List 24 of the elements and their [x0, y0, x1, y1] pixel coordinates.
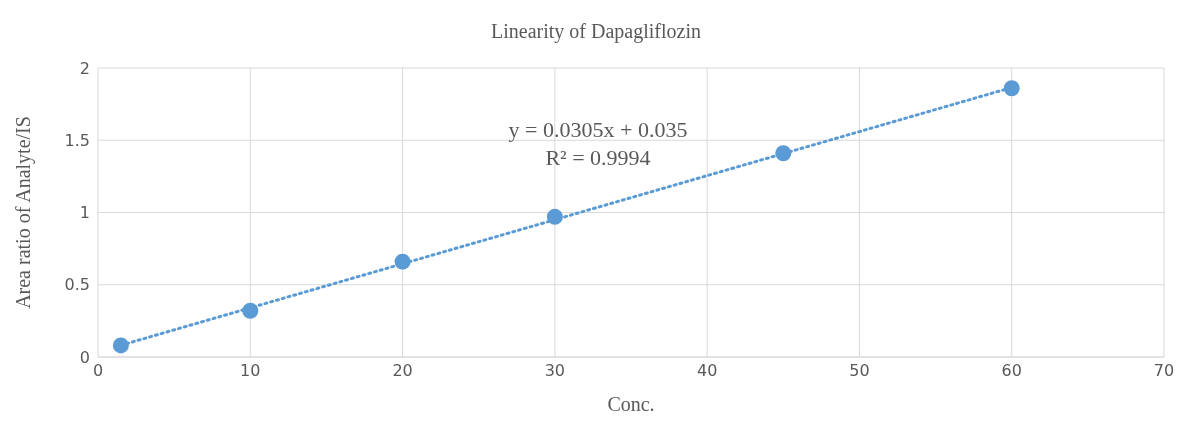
y-axis-title: Area ratio of Analyte/IS [12, 116, 36, 309]
x-tick-label: 10 [240, 361, 261, 381]
y-tick-label: 0.5 [64, 275, 90, 295]
point [394, 253, 411, 270]
point [242, 302, 259, 319]
point [775, 145, 792, 162]
point [112, 337, 129, 354]
annotation: y = 0.0305x + 0.035 [507, 116, 689, 144]
x-axis-title: Conc. [607, 393, 655, 416]
x-tick-label: 0 [92, 361, 104, 381]
x-tick-label: 70 [1153, 361, 1175, 381]
x-tick-label: 50 [849, 361, 870, 381]
y-tick-label: 1 [79, 203, 90, 223]
y-tick-label: 2 [79, 58, 90, 78]
annotation: R² = 0.9994 [544, 144, 652, 172]
y-tick-label: 1.5 [64, 130, 90, 150]
point [1003, 80, 1020, 97]
x-tick-label: 40 [696, 361, 718, 381]
chart-title: Linearity of Dapagliflozin [490, 20, 702, 43]
x-tick-label: 30 [544, 361, 566, 381]
y-tick-label: 0 [79, 347, 90, 367]
point [546, 208, 563, 225]
x-tick-label: 60 [1001, 361, 1022, 381]
x-tick-label: 20 [392, 361, 413, 381]
